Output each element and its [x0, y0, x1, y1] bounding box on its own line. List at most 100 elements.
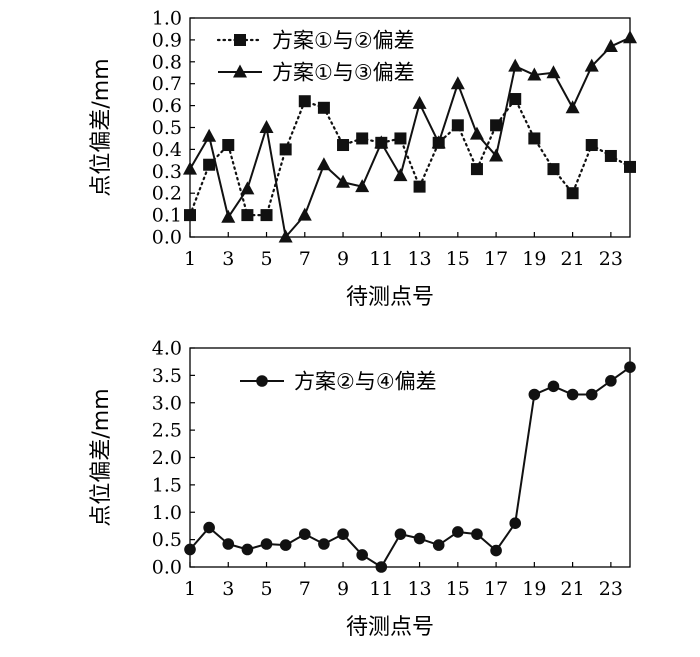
x-tick-label: 15	[446, 248, 470, 270]
legend-label: 方案①与②偏差	[272, 29, 415, 53]
legend-entry: 方案①与②偏差	[216, 29, 415, 53]
y-axis-title: 点位偏差/mm	[89, 388, 114, 526]
y-tick-label: 0.0	[152, 557, 182, 579]
y-tick-label: 0.8	[152, 51, 182, 73]
x-tick-label: 5	[260, 578, 272, 600]
data-point	[183, 161, 197, 175]
data-point	[489, 148, 504, 162]
x-axis-title: 待测点号	[346, 285, 434, 310]
data-point	[624, 361, 636, 373]
data-point	[565, 100, 580, 114]
data-point	[278, 229, 293, 243]
x-tick-label: 13	[407, 578, 431, 600]
legend-marker	[233, 64, 247, 78]
data-point	[528, 132, 541, 145]
data-point	[450, 76, 465, 90]
data-point	[184, 543, 196, 556]
data-point	[316, 157, 331, 171]
data-point	[394, 528, 407, 540]
series-1-1	[184, 93, 636, 222]
data-point	[394, 132, 407, 145]
data-point	[490, 544, 502, 557]
data-point	[471, 528, 483, 540]
data-point	[547, 380, 560, 393]
data-point	[469, 126, 484, 140]
x-tick-label: 21	[561, 578, 585, 600]
x-tick-label: 11	[369, 248, 393, 270]
data-point	[222, 139, 235, 152]
x-tick-label: 1	[184, 578, 196, 600]
x-tick-label: 3	[222, 578, 234, 600]
data-point	[566, 388, 579, 401]
data-point	[490, 119, 503, 132]
x-tick-label: 17	[484, 248, 508, 270]
chart-panel-1: 0.00.10.20.30.40.50.60.70.80.91.01 3 5 7 9 11…	[89, 8, 637, 310]
data-point	[356, 132, 369, 145]
series-line	[189, 36, 631, 238]
data-point	[585, 388, 598, 401]
y-tick-label: 0.4	[152, 139, 182, 161]
data-point	[432, 539, 445, 551]
data-point	[222, 538, 235, 550]
data-point	[584, 58, 599, 72]
data-point	[279, 143, 292, 156]
y-tick-label: 3.5	[152, 365, 182, 387]
data-point	[260, 209, 273, 222]
data-point	[509, 517, 522, 529]
x-tick-label: 17	[484, 578, 508, 600]
x-tick-label: 23	[599, 578, 623, 600]
legend-label: 方案②与④偏差	[294, 370, 437, 394]
data-point	[431, 135, 446, 149]
y-tick-label: 1.0	[152, 502, 182, 524]
data-point	[318, 538, 330, 550]
y-tick-label: 0.6	[152, 95, 182, 117]
data-point	[337, 139, 350, 152]
data-point	[508, 58, 523, 72]
data-point	[241, 543, 254, 556]
x-tick-label: 7	[299, 578, 311, 600]
data-point	[203, 158, 216, 171]
series-line	[188, 97, 632, 217]
y-tick-label: 0.5	[152, 117, 182, 139]
data-point	[605, 375, 617, 387]
x-tick-label: 21	[561, 248, 585, 270]
series-line	[189, 366, 631, 568]
y-tick-label: 0.1	[152, 205, 182, 227]
data-point	[184, 209, 196, 222]
data-point	[336, 174, 351, 188]
data-point	[221, 209, 236, 223]
data-point	[240, 181, 255, 195]
data-point	[202, 128, 217, 142]
y-axis-title: 点位偏差/mm	[89, 58, 114, 196]
y-tick-label: 0.2	[152, 183, 182, 205]
data-point	[546, 65, 561, 79]
data-point	[509, 93, 522, 106]
data-point	[527, 67, 542, 81]
data-point	[412, 95, 427, 109]
y-tick-label: 0.7	[152, 73, 182, 95]
data-point	[413, 532, 426, 545]
y-tick-label: 2.5	[152, 420, 182, 442]
legend-marker	[234, 34, 246, 46]
data-point	[375, 561, 388, 573]
data-point	[603, 38, 618, 52]
y-tick-label: 0.0	[152, 227, 182, 249]
data-point	[259, 120, 274, 133]
y-tick-label: 1.0	[152, 8, 182, 30]
data-point	[470, 163, 483, 176]
data-point	[374, 135, 389, 149]
data-point	[317, 101, 330, 114]
data-point	[451, 119, 464, 132]
data-point	[393, 168, 408, 182]
data-point	[623, 30, 637, 44]
x-tick-label: 11	[369, 578, 393, 600]
y-tick-label: 0.5	[152, 529, 182, 551]
x-tick-label: 5	[260, 248, 272, 270]
data-point	[337, 528, 349, 540]
data-point	[585, 139, 598, 152]
x-tick-label: 23	[599, 248, 623, 270]
legend-label: 方案①与③偏差	[272, 61, 415, 85]
legend-marker	[256, 375, 268, 387]
y-tick-label: 2.0	[152, 447, 182, 469]
